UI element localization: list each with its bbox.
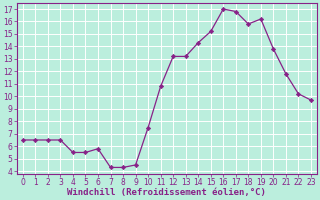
X-axis label: Windchill (Refroidissement éolien,°C): Windchill (Refroidissement éolien,°C) [68,188,266,197]
